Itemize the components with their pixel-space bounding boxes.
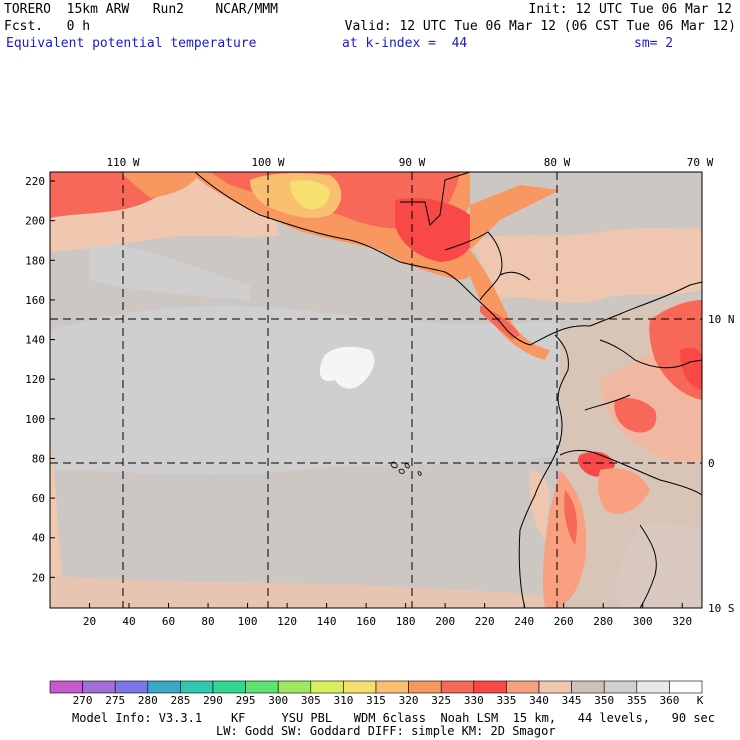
y-tick-label: 120 — [25, 373, 45, 386]
x-tick-label: 20 — [83, 615, 96, 628]
white-patch — [319, 346, 375, 389]
colorbar-swatch — [49, 680, 83, 694]
colorbar-level-label: 355 — [627, 694, 647, 707]
plot-frame — [49, 171, 703, 609]
x-tick-label: 60 — [162, 615, 175, 628]
x-tick-label: 80 — [201, 615, 214, 628]
colorbar-swatch — [473, 680, 507, 694]
colorbar: 270 275 280 285 290 295 300 305 310 315 320 325 330 3… — [49, 680, 703, 707]
x-tick-label: 40 — [122, 615, 135, 628]
colorbar-swatch — [375, 680, 409, 694]
lon-label-90w: 90 W — [399, 156, 426, 169]
y-tick-label: 160 — [25, 294, 45, 307]
colorbar-level-label: 275 — [105, 694, 125, 707]
y-tick-label: 80 — [32, 452, 45, 465]
x-tick-label: 160 — [356, 615, 376, 628]
colorbar-swatch — [343, 680, 377, 694]
forecast-hour: Fcst. 0 h — [4, 19, 91, 34]
y-tick-label: 40 — [32, 532, 45, 545]
lat-label-0: 0 — [708, 457, 715, 470]
field-name: Equivalent potential temperature — [6, 36, 257, 51]
colorbar-level-label: 305 — [301, 694, 321, 707]
lon-label-110w: 110 W — [106, 156, 139, 169]
lon-label-100w: 100 W — [251, 156, 284, 169]
colorbar-swatch — [636, 680, 670, 694]
colorbar-level-label: 330 — [464, 694, 484, 707]
colorbar-swatch — [245, 680, 279, 694]
pacific-coastline — [194, 171, 591, 346]
x-tick-label: 180 — [396, 615, 416, 628]
colorbar-level-label: 295 — [236, 694, 256, 707]
x-tick-label: 320 — [672, 615, 692, 628]
model-title: TORERO 15km ARW Run2 NCAR/MMM — [4, 2, 278, 17]
model-info-line2: LW: Godd SW: Goddard DIFF: simple KM: 2D… — [216, 724, 556, 738]
colorbar-level-label: 345 — [562, 694, 582, 707]
colorbar-swatch — [277, 680, 312, 694]
lat-lon-grid — [50, 172, 702, 608]
yucatan-border — [400, 171, 471, 227]
colorbar-swatch — [506, 680, 540, 694]
y-tick-label: 20 — [32, 571, 45, 584]
colorbar-level-label: 290 — [203, 694, 223, 707]
colorbar-level-label: 350 — [594, 694, 614, 707]
x-tick-label: 220 — [475, 615, 495, 628]
y-tick-label: 60 — [32, 492, 45, 505]
init-time: Init: 12 UTC Tue 06 Mar 12 — [528, 2, 733, 17]
x-tick-label: 280 — [593, 615, 613, 628]
lon-label-70w: 70 W — [687, 156, 714, 169]
colorbar-unit: K — [697, 694, 704, 707]
colorbar-swatch — [147, 680, 181, 694]
colorbar-swatch — [440, 680, 475, 694]
colorbar-level-label: 340 — [529, 694, 549, 707]
y-tick-label: 220 — [25, 175, 45, 188]
y-tick-label: 200 — [25, 215, 45, 228]
valid-time: Valid: 12 UTC Tue 06 Mar 12 (06 CST Tue … — [344, 19, 736, 34]
colorbar-level-label: 300 — [268, 694, 288, 707]
colorbar-level-label: 310 — [333, 694, 353, 707]
y-axis: 220 200 180 160 140 120 100 80 60 40 20 — [25, 175, 55, 584]
lat-label-10s: 10 S — [708, 602, 735, 615]
x-tick-label: 240 — [514, 615, 534, 628]
colorbar-level-label: 360 — [659, 694, 679, 707]
colorbar-level-label: 325 — [431, 694, 451, 707]
colorbar-level-label: 285 — [170, 694, 190, 707]
grey-ocean-region — [50, 306, 560, 475]
galapagos-islands — [390, 461, 422, 476]
colorbar-swatch — [310, 680, 344, 694]
x-axis: 20 40 60 80 100 120 140 160 180 200 220 240 260 280 30… — [83, 603, 692, 628]
colorbar-swatch — [180, 680, 214, 694]
colorbar-swatch — [114, 680, 149, 694]
x-tick-label: 300 — [633, 615, 653, 628]
x-tick-label: 140 — [317, 615, 337, 628]
x-tick-label: 200 — [435, 615, 455, 628]
colorbar-level-label: 280 — [138, 694, 158, 707]
colorbar-swatch — [408, 680, 442, 694]
colorbar-swatch — [669, 680, 703, 694]
colorbar-swatch — [603, 680, 638, 694]
colorbar-level-label: 320 — [399, 694, 419, 707]
south-america-west-coast — [518, 334, 569, 609]
map-plot-area — [50, 172, 702, 608]
colorbar-swatch — [212, 680, 246, 694]
y-tick-label: 100 — [25, 413, 45, 426]
coastlines — [194, 171, 703, 609]
colorbar-level-label: 270 — [73, 694, 93, 707]
x-tick-label: 260 — [554, 615, 574, 628]
colorbar-swatch — [82, 680, 116, 694]
colorbar-level-label: 335 — [496, 694, 516, 707]
smoothing-label: sm= 2 — [634, 36, 674, 51]
x-tick-label: 100 — [238, 615, 258, 628]
colorbar-level-label: 315 — [366, 694, 386, 707]
colorbar-swatch — [538, 680, 572, 694]
y-tick-label: 140 — [25, 334, 45, 347]
colorbar-swatch — [571, 680, 605, 694]
x-tick-label: 120 — [277, 615, 297, 628]
lat-label-10n: 10 N — [708, 313, 735, 326]
lon-label-80w: 80 W — [544, 156, 571, 169]
model-info-line1: Model Info: V3.3.1 KF YSU PBL WDM 6class… — [72, 711, 715, 725]
y-tick-label: 180 — [25, 254, 45, 267]
k-index-label: at k-index = 44 — [342, 36, 468, 51]
